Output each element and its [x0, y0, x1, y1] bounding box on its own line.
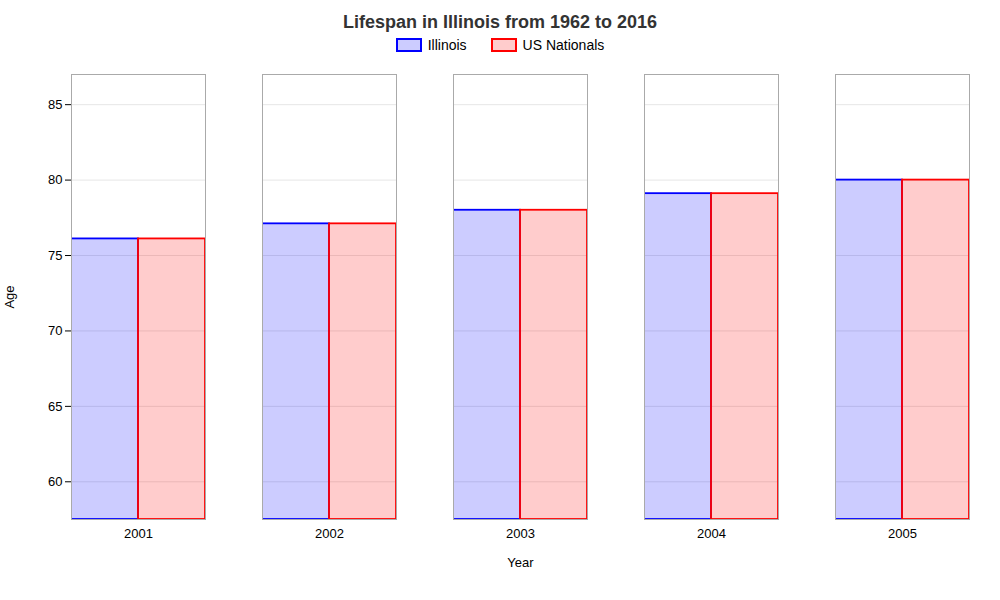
svg-text:2004: 2004 [697, 526, 726, 541]
svg-text:70: 70 [48, 323, 62, 338]
html-text:US Nationals: US Nationals [522, 37, 605, 53]
svg-text:65: 65 [48, 399, 62, 414]
svg-text:2002: 2002 [315, 526, 344, 541]
svg-text:85: 85 [48, 97, 62, 112]
svg-text:2001: 2001 [124, 526, 153, 541]
svg-text:2003: 2003 [506, 526, 535, 541]
svg-text:60: 60 [48, 474, 62, 489]
svg-text:Year: Year [507, 555, 534, 570]
html-text:Illinois: Illinois [427, 37, 467, 53]
svg-text:75: 75 [48, 248, 62, 263]
svg-text:80: 80 [48, 172, 62, 187]
svg-text:Age: Age [2, 285, 17, 308]
html-text:Lifespan in Illinois from 1962: Lifespan in Illinois from 1962 to 2016 [342, 12, 657, 32]
svg-text:2005: 2005 [888, 526, 917, 541]
